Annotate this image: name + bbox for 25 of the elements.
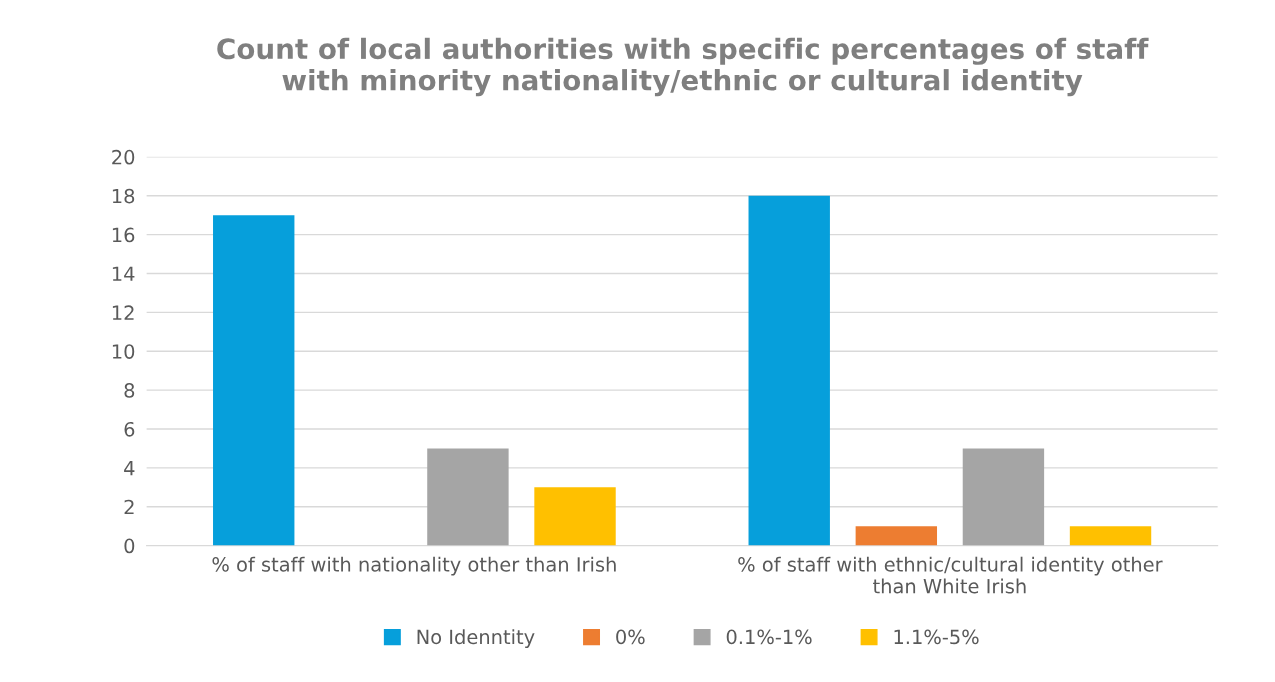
y-tick-label: 20 — [112, 149, 135, 165]
y-tick-label: 12 — [112, 305, 134, 320]
legend-label: No Idenntity — [417, 629, 535, 648]
bar — [962, 448, 1045, 546]
y-tick-label: 2 — [124, 499, 134, 515]
bar — [534, 487, 616, 546]
bar — [427, 448, 509, 546]
y-tick-label: 14 — [112, 266, 135, 281]
legend-label: 0% — [616, 629, 645, 645]
y-tick-label: 6 — [124, 421, 135, 437]
y-tick-label: 18 — [112, 188, 135, 204]
y-tick-label: 0 — [124, 538, 135, 554]
bar — [855, 526, 938, 546]
y-tick-label: 10 — [112, 344, 135, 359]
y-tick-label: 4 — [124, 461, 135, 476]
chart-title: Count of local authorities with specific percentages of staff with minority nationality/ethnic or cultural identity — [217, 37, 1149, 97]
y-tick-label: 8 — [124, 383, 135, 398]
legend-label: 1.1%-5% — [894, 629, 979, 645]
bar — [1069, 526, 1152, 546]
bar — [748, 195, 830, 546]
bar — [213, 215, 295, 546]
y-tick-label: 16 — [112, 227, 135, 243]
x-tick-label: % of staff with ethnic/cultural identity other than White Irish — [738, 556, 1163, 594]
x-tick-label: % of staff with nationality other than Irish — [212, 556, 616, 576]
legend-label: 0.1%-1% — [726, 629, 812, 645]
